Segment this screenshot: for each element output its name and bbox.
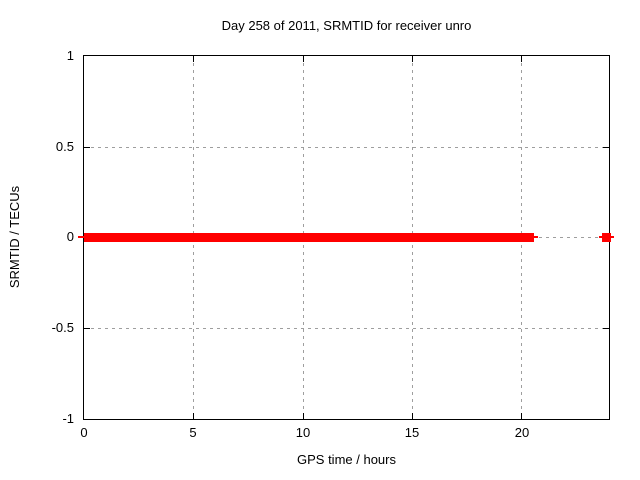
y-tick-label: 0 bbox=[66, 229, 74, 244]
y-axis-label: SRMTID / TECUs bbox=[7, 185, 22, 289]
tick-mark bbox=[303, 413, 304, 419]
gridline-y-0.5 bbox=[84, 147, 609, 148]
x-tick-label: 10 bbox=[295, 425, 311, 440]
tick-mark bbox=[603, 328, 609, 329]
data-point-isolated bbox=[602, 233, 611, 242]
tick-mark bbox=[412, 413, 413, 419]
gridline-y--0.5 bbox=[84, 328, 609, 329]
y-tick-label: 1 bbox=[66, 48, 74, 63]
y-tick-label: -1 bbox=[62, 411, 74, 426]
x-axis-label: GPS time / hours bbox=[297, 452, 396, 467]
tick-mark bbox=[412, 56, 413, 62]
tick-mark bbox=[603, 147, 609, 148]
x-tick-label: 5 bbox=[189, 425, 197, 440]
tick-mark bbox=[84, 147, 90, 148]
tick-mark bbox=[521, 413, 522, 419]
tick-mark bbox=[193, 413, 194, 419]
chart-title: Day 258 of 2011, SRMTID for receiver unr… bbox=[221, 18, 472, 33]
tick-mark bbox=[303, 56, 304, 62]
y-tick-label: 0.5 bbox=[55, 139, 74, 154]
x-tick-label: 0 bbox=[80, 425, 88, 440]
y-tick-label: -0.5 bbox=[51, 320, 74, 335]
tick-mark bbox=[521, 56, 522, 62]
plot-area bbox=[78, 55, 614, 420]
x-tick-label: 20 bbox=[514, 425, 530, 440]
x-tick-label: 15 bbox=[404, 425, 420, 440]
tick-mark bbox=[193, 56, 194, 62]
data-series-dense-run bbox=[84, 233, 534, 242]
tick-mark bbox=[84, 328, 90, 329]
